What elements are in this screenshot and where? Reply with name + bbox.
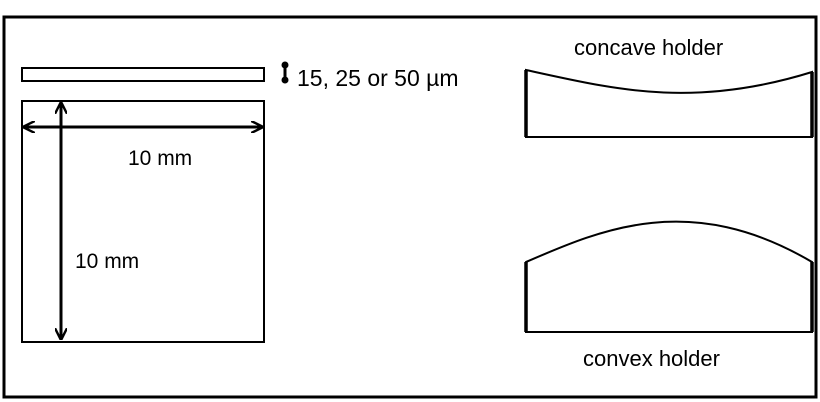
- convex-holder-label: convex holder: [583, 346, 720, 371]
- thickness-label: 15, 25 or 50 µm: [297, 65, 459, 91]
- figure-frame: [2, 15, 818, 399]
- film-top-view: [21, 100, 265, 343]
- thickness-indicator-icon: [281, 61, 289, 84]
- convex-holder-shape: [525, 220, 813, 333]
- width-label: 10 mm: [128, 147, 192, 170]
- height-label: 10 mm: [75, 250, 139, 273]
- concave-holder-shape: [525, 68, 813, 138]
- film-side-view: [21, 67, 265, 82]
- concave-holder-label: concave holder: [574, 35, 723, 60]
